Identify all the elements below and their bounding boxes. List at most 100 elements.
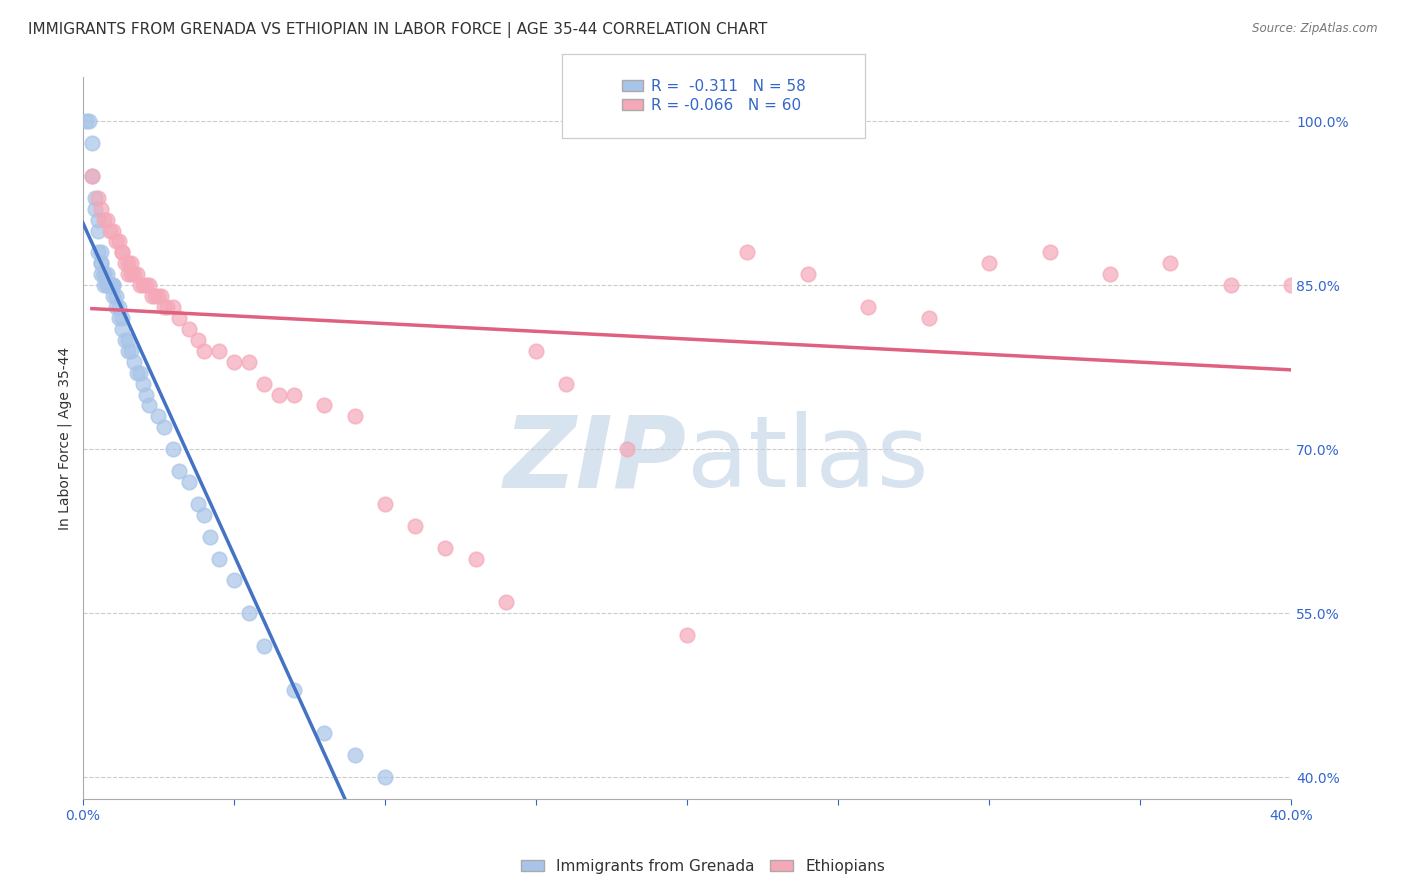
Point bbox=[101, 223, 124, 237]
Point bbox=[90, 256, 112, 270]
Point bbox=[87, 191, 110, 205]
Point bbox=[80, 169, 103, 183]
Point bbox=[162, 442, 184, 457]
Point bbox=[1039, 245, 1062, 260]
Point bbox=[283, 682, 305, 697]
Point bbox=[120, 256, 142, 270]
Point bbox=[616, 442, 638, 457]
Point bbox=[93, 212, 115, 227]
Point bbox=[198, 530, 221, 544]
Point bbox=[114, 256, 136, 270]
Point bbox=[153, 420, 176, 434]
Point bbox=[979, 256, 1001, 270]
Point bbox=[111, 245, 134, 260]
Point bbox=[148, 289, 170, 303]
Point bbox=[96, 278, 118, 293]
Point bbox=[83, 191, 105, 205]
Point bbox=[1099, 267, 1122, 281]
Point bbox=[404, 518, 426, 533]
Point bbox=[524, 343, 547, 358]
Point bbox=[135, 278, 157, 293]
Point bbox=[127, 366, 149, 380]
Point bbox=[143, 289, 166, 303]
Point bbox=[238, 355, 260, 369]
Point bbox=[177, 475, 200, 489]
Point bbox=[105, 235, 128, 249]
Point bbox=[80, 136, 103, 150]
Point bbox=[120, 267, 142, 281]
Point bbox=[187, 333, 209, 347]
Text: IMMIGRANTS FROM GRENADA VS ETHIOPIAN IN LABOR FORCE | AGE 35-44 CORRELATION CHAR: IMMIGRANTS FROM GRENADA VS ETHIOPIAN IN … bbox=[28, 22, 768, 38]
Point bbox=[87, 212, 110, 227]
Point bbox=[162, 300, 184, 314]
Legend: Immigrants from Grenada, Ethiopians: Immigrants from Grenada, Ethiopians bbox=[515, 853, 891, 880]
Point bbox=[177, 322, 200, 336]
Point bbox=[117, 343, 139, 358]
Point bbox=[117, 333, 139, 347]
Point bbox=[153, 300, 176, 314]
Point bbox=[98, 278, 121, 293]
Point bbox=[150, 289, 173, 303]
Point bbox=[129, 366, 152, 380]
Point bbox=[283, 387, 305, 401]
Point bbox=[98, 223, 121, 237]
Point bbox=[93, 267, 115, 281]
Point bbox=[343, 748, 366, 763]
Point bbox=[77, 114, 100, 128]
Point bbox=[141, 289, 163, 303]
Point bbox=[108, 300, 131, 314]
Point bbox=[87, 245, 110, 260]
Point bbox=[108, 310, 131, 325]
Point bbox=[1219, 278, 1241, 293]
Point bbox=[374, 770, 396, 784]
Point bbox=[98, 278, 121, 293]
Point bbox=[101, 289, 124, 303]
Point bbox=[129, 278, 152, 293]
Point bbox=[132, 278, 155, 293]
Point bbox=[75, 114, 97, 128]
Point bbox=[90, 267, 112, 281]
Point bbox=[434, 541, 457, 555]
Point bbox=[108, 235, 131, 249]
Point bbox=[464, 551, 486, 566]
Point bbox=[101, 278, 124, 293]
Point bbox=[156, 300, 179, 314]
Point bbox=[148, 409, 170, 424]
Point bbox=[343, 409, 366, 424]
Point bbox=[101, 278, 124, 293]
Point bbox=[222, 355, 245, 369]
Text: atlas: atlas bbox=[688, 411, 929, 508]
Point bbox=[858, 300, 880, 314]
Point bbox=[135, 387, 157, 401]
Point bbox=[193, 343, 215, 358]
Point bbox=[269, 387, 291, 401]
Point bbox=[555, 376, 578, 391]
Y-axis label: In Labor Force | Age 35-44: In Labor Force | Age 35-44 bbox=[58, 347, 72, 530]
Point bbox=[253, 639, 276, 653]
Point bbox=[122, 355, 145, 369]
Point bbox=[169, 464, 191, 478]
Point bbox=[96, 278, 118, 293]
Point bbox=[1279, 278, 1302, 293]
Point bbox=[96, 267, 118, 281]
Point bbox=[105, 300, 128, 314]
Point bbox=[122, 267, 145, 281]
Point bbox=[374, 497, 396, 511]
Point bbox=[90, 245, 112, 260]
Point bbox=[676, 628, 699, 642]
Point bbox=[83, 202, 105, 216]
Point bbox=[187, 497, 209, 511]
Point bbox=[111, 310, 134, 325]
Point bbox=[238, 606, 260, 620]
Point bbox=[1159, 256, 1181, 270]
Point bbox=[797, 267, 820, 281]
Point bbox=[222, 574, 245, 588]
Point bbox=[169, 310, 191, 325]
Point bbox=[918, 310, 941, 325]
Point bbox=[93, 278, 115, 293]
Point bbox=[127, 267, 149, 281]
Text: ZIP: ZIP bbox=[505, 411, 688, 508]
Point bbox=[98, 278, 121, 293]
Point bbox=[93, 267, 115, 281]
Point bbox=[96, 212, 118, 227]
